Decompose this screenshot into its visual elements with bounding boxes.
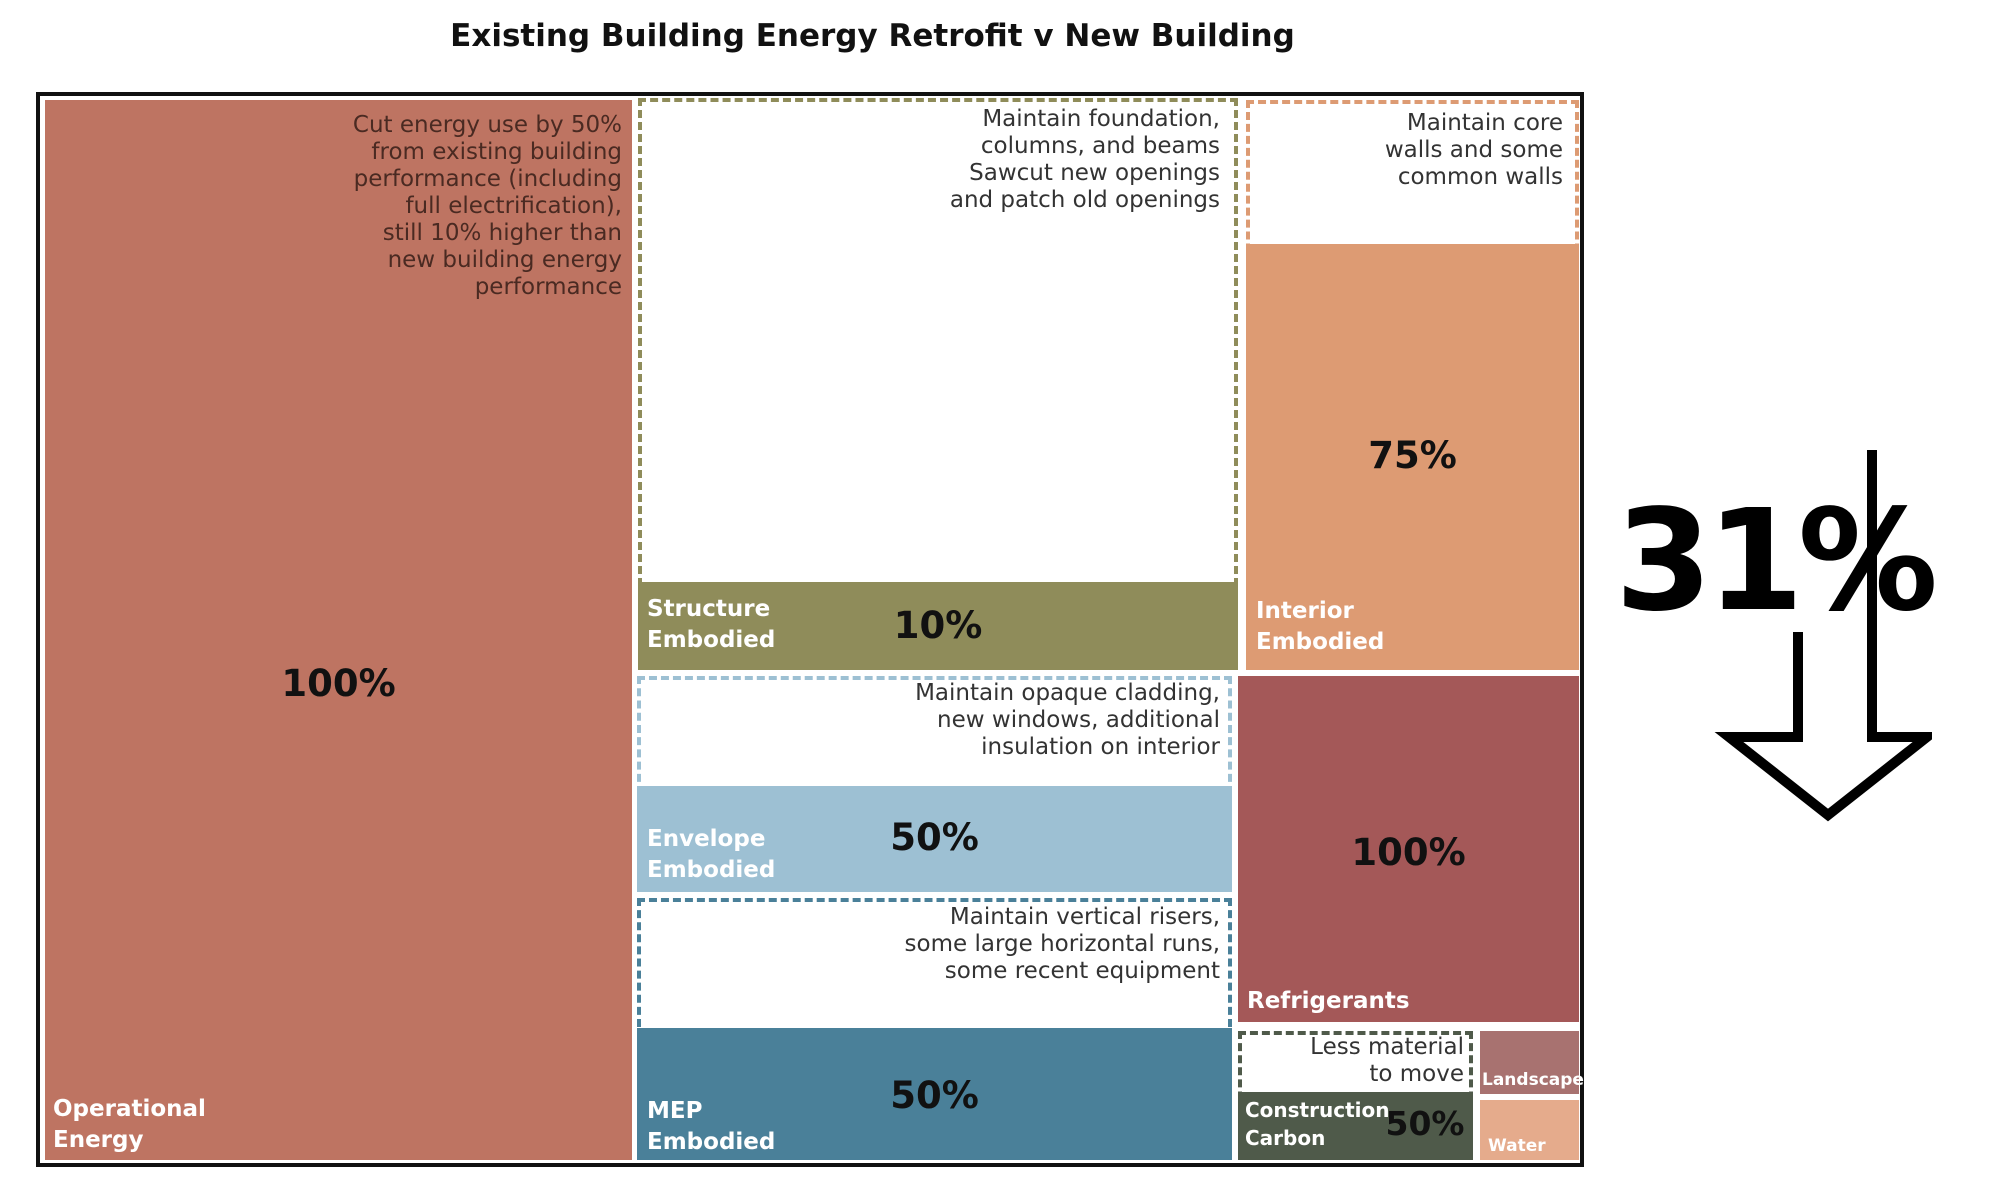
- construction-carbon-value: 50%: [1385, 1104, 1465, 1143]
- operational-energy-fill: [45, 100, 632, 1160]
- interior-embodied-fill: [1246, 244, 1579, 670]
- structure-embodied-fill: [638, 582, 1238, 670]
- mep-embodied-fill: [637, 1028, 1232, 1160]
- refrigerants-value: 100%: [1351, 831, 1466, 874]
- refrigerants-fill: [1238, 676, 1579, 1022]
- structure-embodied-value: 10%: [893, 604, 983, 647]
- mep-embodied-label: MEP Embodied: [647, 1098, 776, 1155]
- envelope-embodied-label: Envelope Embodied: [647, 826, 776, 883]
- down-arrow-body: [1714, 450, 1932, 822]
- treemap-frame: Cut energy use by 50% from existing buil…: [36, 92, 1584, 1167]
- structure-embodied-outline: [638, 98, 1238, 670]
- structure-embodied-note: Maintain foundation, columns, and beams …: [949, 106, 1220, 213]
- landscape-fill: [1480, 1031, 1579, 1094]
- down-arrow-icon: [1712, 445, 1932, 822]
- down-arrow-shape: [1712, 445, 1908, 815]
- water-label: Water: [1488, 1136, 1546, 1156]
- envelope-embodied-fill: [637, 786, 1232, 892]
- construction-carbon-fill: [1238, 1092, 1473, 1160]
- operational-energy-value: 100%: [281, 662, 396, 705]
- envelope-embodied-value: 50%: [890, 816, 979, 859]
- chart-title: Existing Building Energy Retrofit v New …: [450, 18, 1295, 54]
- down-arrow-outline: [1876, 449, 1932, 735]
- operational-energy-note: Cut energy use by 50% from existing buil…: [352, 112, 622, 300]
- landscape-label: Landscape: [1482, 1070, 1584, 1090]
- construction-carbon-note: Less material to move: [1310, 1034, 1464, 1087]
- operational-energy-label: Operational Energy: [53, 1096, 206, 1153]
- interior-embodied-value: 75%: [1368, 434, 1457, 477]
- envelope-embodied-note: Maintain opaque cladding, new windows, a…: [915, 680, 1220, 760]
- total-reduction-value: 31%: [1615, 480, 1938, 643]
- mep-embodied-value: 50%: [890, 1074, 979, 1117]
- refrigerants-label: Refrigerants: [1247, 988, 1410, 1014]
- structure-embodied-label: Structure Embodied: [647, 596, 776, 653]
- mep-embodied-note: Maintain vertical risers, some large hor…: [904, 904, 1220, 984]
- operational-energy-block: Cut energy use by 50% from existing buil…: [45, 100, 632, 1160]
- interior-embodied-label: Interior Embodied: [1256, 598, 1385, 655]
- interior-embodied-note: Maintain core walls and some common wall…: [1384, 110, 1563, 190]
- construction-carbon-label: Construction Carbon: [1245, 1098, 1390, 1150]
- water-fill: [1480, 1100, 1579, 1160]
